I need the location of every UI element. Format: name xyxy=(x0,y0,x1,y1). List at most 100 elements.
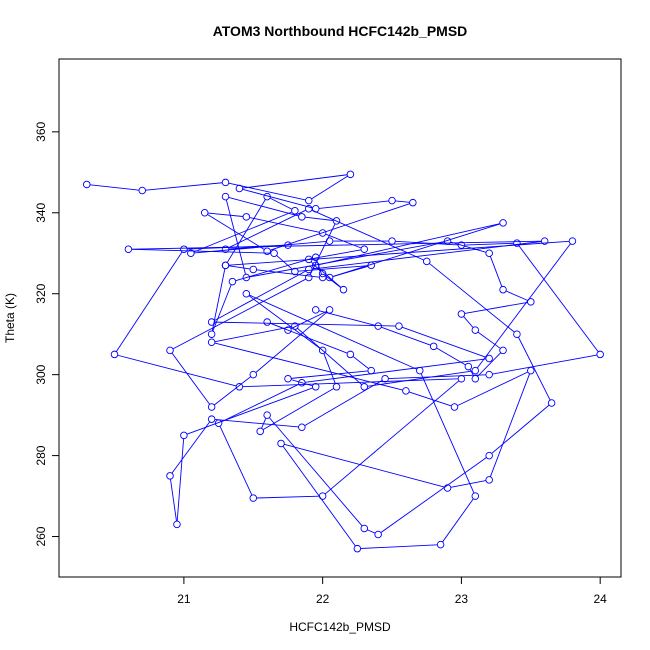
data-point xyxy=(242,289,251,298)
series-segment xyxy=(170,479,177,522)
data-point xyxy=(207,330,216,338)
data-point xyxy=(499,346,507,355)
data-point xyxy=(166,346,174,355)
data-point xyxy=(367,261,375,270)
data-point xyxy=(596,350,604,359)
series-segment xyxy=(505,290,528,301)
data-point xyxy=(499,219,507,227)
y-tick-label: 260 xyxy=(34,526,48,546)
series-segment xyxy=(388,374,486,380)
data-point xyxy=(249,494,258,502)
data-point xyxy=(471,374,480,383)
series-segment xyxy=(268,417,363,527)
series-segment xyxy=(476,243,571,369)
data-point xyxy=(298,213,306,221)
series-segment xyxy=(408,391,452,407)
series-segment xyxy=(214,326,292,343)
series-segment xyxy=(207,214,265,250)
series-segment xyxy=(477,331,501,349)
series-segment xyxy=(270,203,410,251)
y-tick-label: 280 xyxy=(34,445,48,465)
series-segment xyxy=(457,371,529,407)
data-point xyxy=(409,198,417,207)
data-point xyxy=(207,403,216,411)
series-segment xyxy=(518,336,551,401)
data-point xyxy=(180,245,188,253)
series-segment xyxy=(463,316,474,328)
series-segment xyxy=(464,301,528,314)
data-point xyxy=(318,229,327,237)
series-segment xyxy=(219,426,253,496)
data-point xyxy=(568,237,577,245)
series-segment xyxy=(380,457,487,533)
data-point xyxy=(180,431,188,440)
data-point xyxy=(325,237,334,245)
data-point xyxy=(207,415,216,423)
series-segment xyxy=(291,370,368,379)
data-point xyxy=(374,322,382,330)
series-segment xyxy=(89,184,140,191)
data-point xyxy=(450,403,459,411)
data-point xyxy=(263,411,271,419)
data-point xyxy=(485,354,493,363)
data-point xyxy=(485,476,493,484)
series-segment xyxy=(228,209,307,249)
data-point xyxy=(318,492,327,500)
data-point xyxy=(83,180,91,189)
x-axis-label: HCFC142b_PMSD xyxy=(289,620,391,634)
data-point xyxy=(416,366,424,375)
data-point xyxy=(485,370,493,379)
data-point xyxy=(485,249,493,257)
data-point xyxy=(305,255,313,264)
series-segment xyxy=(489,373,531,477)
data-point xyxy=(249,265,258,274)
data-point xyxy=(457,374,466,383)
series-segment xyxy=(469,369,475,377)
data-point xyxy=(402,387,410,395)
data-point xyxy=(256,427,264,436)
data-point xyxy=(325,306,334,314)
series-segment xyxy=(194,240,327,254)
data-point xyxy=(138,186,147,195)
series-segment xyxy=(207,212,244,217)
series-segment xyxy=(221,383,300,423)
series-segment xyxy=(193,211,293,253)
data-point xyxy=(284,326,292,334)
series-segment xyxy=(214,419,299,428)
data-point xyxy=(263,318,271,326)
data-point xyxy=(318,273,327,282)
series-segment xyxy=(213,376,251,406)
data-point xyxy=(422,257,431,266)
data-point xyxy=(513,239,521,247)
data-point xyxy=(353,544,362,553)
series-segment xyxy=(214,270,307,321)
data-point xyxy=(173,520,181,529)
data-point xyxy=(228,277,237,286)
chart-title: ATOM3 Northbound HCFC142b_PMSD xyxy=(213,23,468,39)
data-point xyxy=(471,492,480,500)
data-point xyxy=(249,370,258,379)
data-point xyxy=(242,213,251,221)
series-segment xyxy=(401,326,487,358)
series-segment xyxy=(309,223,336,275)
data-point xyxy=(360,245,369,253)
x-tick-label: 23 xyxy=(455,592,469,606)
data-point xyxy=(235,184,244,193)
series-segment xyxy=(228,265,251,270)
data-point xyxy=(346,350,355,359)
series-segment xyxy=(395,200,410,203)
series-segment xyxy=(235,257,313,282)
series-segment xyxy=(491,404,550,454)
data-point xyxy=(332,383,341,391)
series-segment xyxy=(429,263,515,333)
data-point xyxy=(284,241,292,249)
series-segment xyxy=(492,354,598,375)
series-segment xyxy=(305,216,334,221)
data-point xyxy=(527,298,535,306)
series-segment xyxy=(176,438,185,522)
series-segment xyxy=(477,352,502,377)
data-point xyxy=(263,247,271,255)
series-segment xyxy=(270,322,286,330)
data-point xyxy=(436,540,445,549)
x-tick-label: 21 xyxy=(177,592,191,606)
